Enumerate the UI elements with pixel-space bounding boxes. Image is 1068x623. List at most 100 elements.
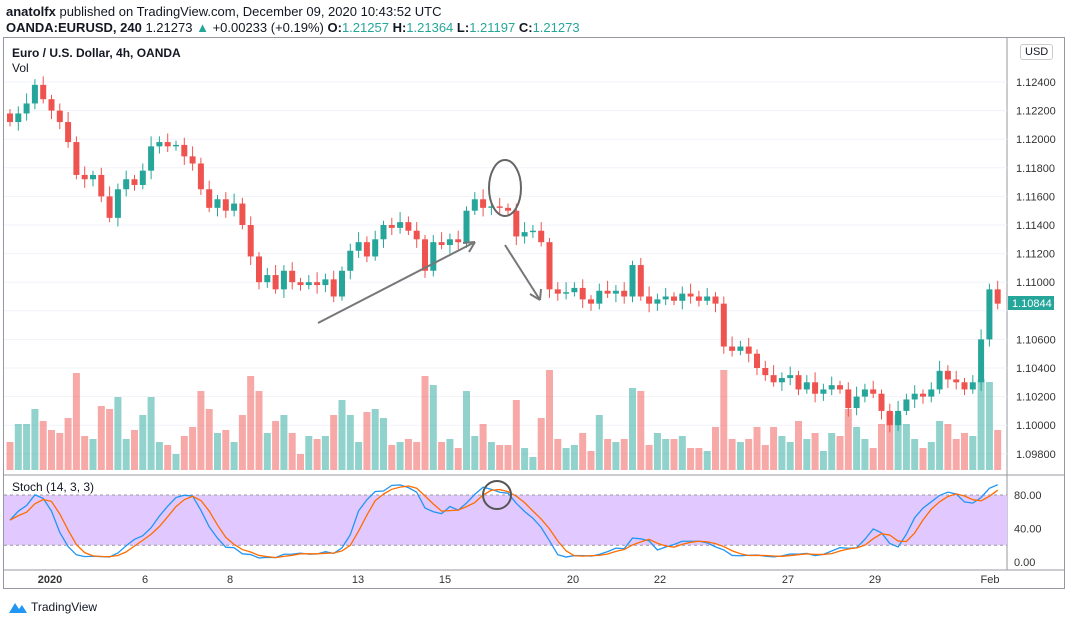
volume-bar [131,430,138,470]
date-tick: 22 [654,574,666,586]
candle-body [737,346,744,351]
candle-body [480,199,487,208]
volume-bar [969,436,977,470]
volume-bar [811,433,819,470]
close: 1.21273 [532,20,580,35]
candle-body [397,222,404,228]
currency-button[interactable]: USD [1020,44,1054,60]
author: anatolfx [6,4,56,19]
candle-body [978,339,985,383]
candle-body [15,113,22,123]
volume-bar [861,439,869,470]
candle-body [671,296,677,301]
candle-body [505,207,511,211]
annotation-circle [482,480,512,510]
volume-bar [537,418,545,470]
volume-bar [745,439,753,470]
volume-bar [911,439,919,470]
volume-bar [313,439,321,470]
candle-body [903,399,910,411]
candle-body [712,296,719,304]
volume-bar [421,376,429,470]
volume-bar [869,448,877,470]
candle-body [762,368,769,376]
candle-body [538,230,545,243]
candle-body [571,287,578,293]
volume-bar [189,427,197,470]
candle-body [430,242,437,271]
price-tick: 1.09800 [1016,449,1056,461]
candle-body [90,174,96,180]
volume-bar [346,415,354,470]
candle-body [961,382,968,390]
volume-bar [247,376,255,470]
volume-bar [604,439,612,470]
volume-bar [89,439,97,470]
volume-bar [695,448,703,470]
volume-bar [670,439,678,470]
volume-bar [512,400,520,470]
candle-body [695,296,702,301]
volume-bar [180,436,188,470]
price-tick: 1.11400 [1016,220,1055,232]
chart-frame[interactable] [3,37,1065,589]
volume-bar [653,433,661,470]
candle-body [380,225,387,240]
candle-body [770,375,777,383]
candle-body [496,206,503,208]
candle-body [31,84,38,104]
candle-body [787,375,794,379]
volume-bar [529,457,537,470]
candle-body [637,265,644,297]
candle-body [546,242,553,290]
candle-body [446,239,453,246]
volume-bar [446,439,454,470]
candle-body [413,230,420,240]
volume-bar [936,421,944,470]
candle-body [969,382,976,390]
arrow-head-icon [529,288,542,301]
symbol: OANDA:EURUSD, 240 [6,20,142,35]
volume-bar [56,433,64,470]
volume-bar [778,436,786,470]
candle-body [861,389,868,397]
volume-bar [819,451,827,470]
volume-bar [637,391,645,470]
date-tick: 6 [142,574,148,586]
candle-body [936,370,943,390]
volume-bar [919,448,927,470]
candle-body [181,144,188,157]
volume-bar [546,370,553,470]
candle-body [604,290,611,294]
volume-bar [155,442,163,470]
chart-title: Euro / U.S. Dollar, 4h, OANDA [12,46,181,60]
candle-body [7,113,13,123]
price-tick: 1.10200 [1016,392,1056,404]
volume-bar [487,442,495,470]
date-tick: 20 [567,574,579,586]
stoch-k-line [9,484,998,559]
candle-body [994,289,1001,304]
volume-bar [263,433,271,470]
publish-text: published on TradingView.com, December 0… [59,4,442,19]
candle-body [828,385,835,390]
candle-body [289,270,296,283]
candle-body [886,410,893,426]
volume-bar [595,415,603,470]
volume-bar [255,391,263,470]
candle-body [662,296,669,300]
volume-bar [222,430,230,470]
candle-body [56,110,63,123]
candle-body [463,210,470,243]
volume-bar [985,382,993,470]
volume-bar [280,415,288,470]
candle-body [272,275,279,290]
volume-bar [844,409,852,470]
volume-bar [64,418,72,470]
candle-body [23,103,30,114]
candle-body [646,296,653,304]
volume-bar [720,370,728,470]
volume-bar [902,424,910,470]
candle-body [928,389,935,397]
